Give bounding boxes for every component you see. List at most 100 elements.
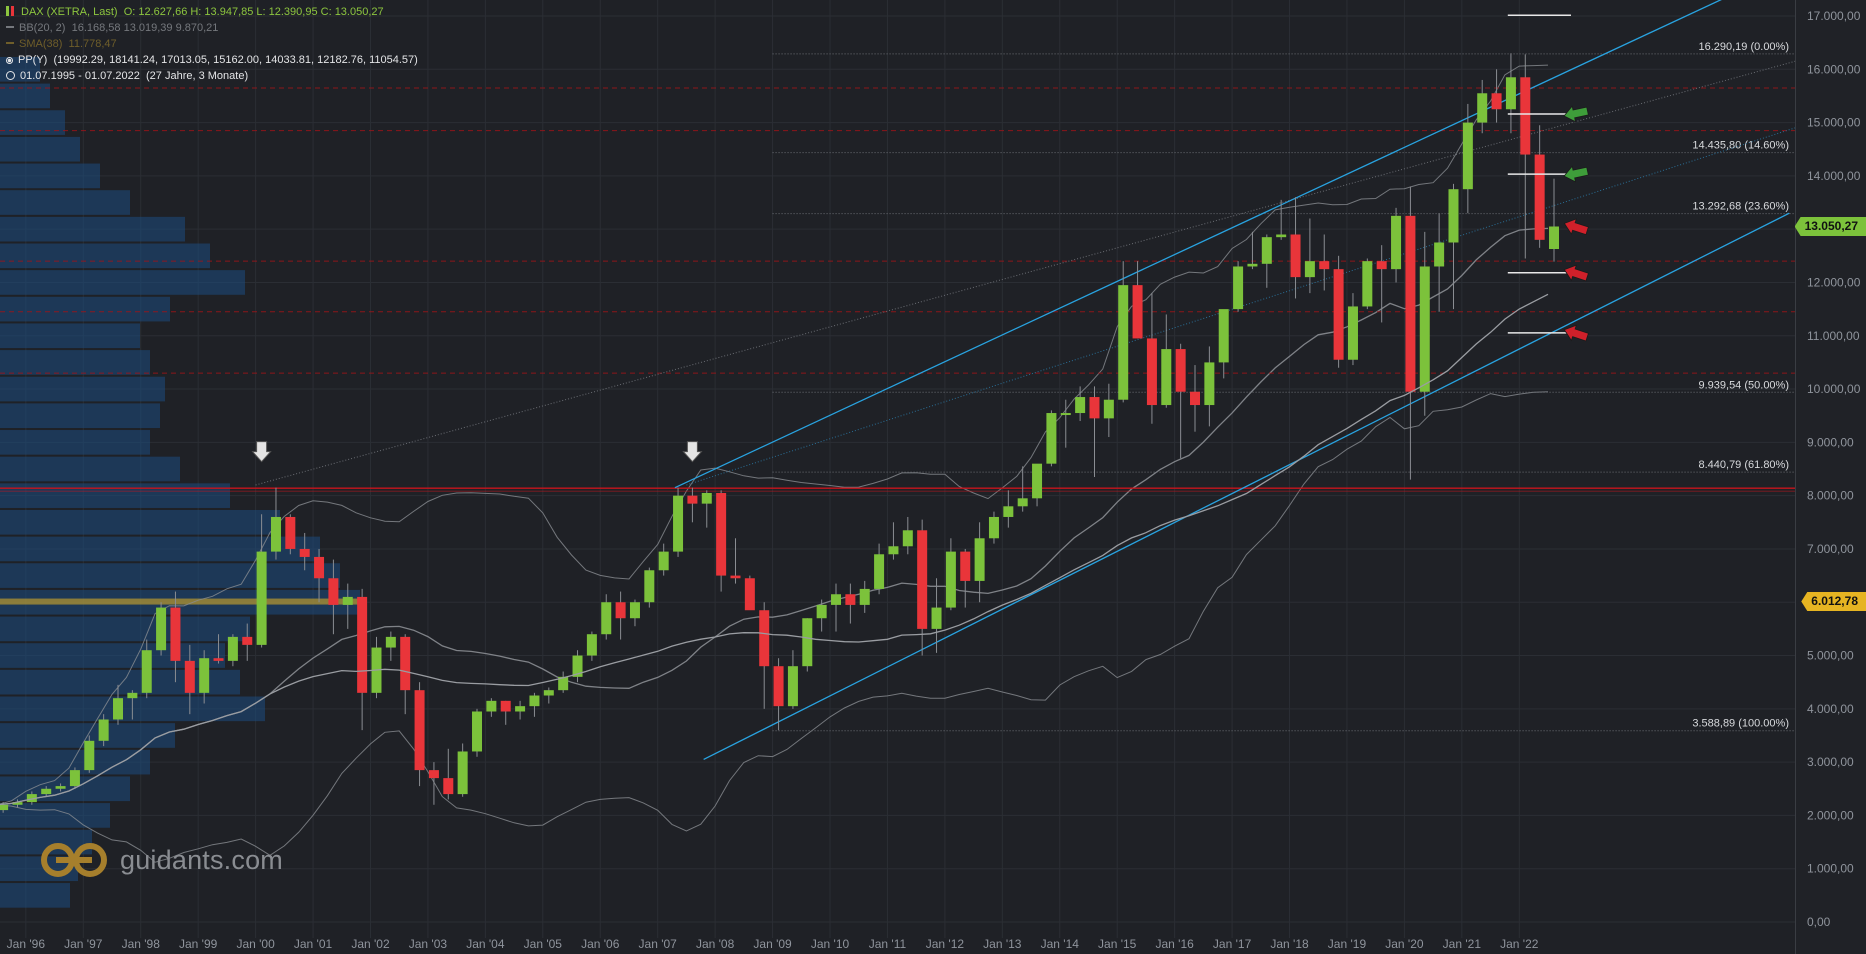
volume-profile-bar xyxy=(0,509,280,535)
volume-profile-bar xyxy=(0,83,50,109)
volume-profile xyxy=(0,56,360,908)
candle-body xyxy=(802,618,813,667)
candle-body xyxy=(213,658,224,661)
candle-body xyxy=(170,607,181,661)
candle-body xyxy=(902,530,913,547)
candle-body xyxy=(960,551,971,581)
legend-title: DAX (XETRA, Last) xyxy=(21,6,118,18)
y-axis-tick-label: 3.000,00 xyxy=(1807,755,1854,769)
volume-profile-bar xyxy=(0,483,230,508)
candle-body xyxy=(1103,399,1114,419)
candle-body xyxy=(457,751,468,795)
candle-body xyxy=(529,695,540,707)
candle-body xyxy=(1333,269,1344,360)
x-axis-tick-label: Jan '02 xyxy=(351,937,390,951)
candle-body xyxy=(156,607,167,651)
x-axis-tick-label: Jan '09 xyxy=(753,937,792,951)
arrow-down-icon xyxy=(1563,264,1589,282)
candle-body xyxy=(400,636,411,691)
fibonacci-level-label: 13.292,68 (23.60%) xyxy=(1692,201,1789,213)
candle-body xyxy=(55,786,66,789)
candle-body xyxy=(1391,215,1402,270)
candle-body xyxy=(787,666,798,707)
candle-body xyxy=(1046,413,1057,464)
candle-body xyxy=(687,495,698,504)
candle-body xyxy=(84,740,95,771)
candle-body xyxy=(658,551,669,571)
volume-profile-bar xyxy=(0,243,210,269)
arrow-shape xyxy=(1563,264,1589,282)
line-icon xyxy=(6,42,14,44)
arrow-down-marker-icon xyxy=(682,441,703,463)
arrow-shape xyxy=(1563,105,1589,123)
legend-range: 01.07.1995 - 01.07.2022 xyxy=(20,70,140,82)
clock-icon xyxy=(6,71,15,80)
candle-body xyxy=(586,634,597,656)
candle-body xyxy=(26,794,37,803)
candlestick-icon xyxy=(6,6,16,16)
candle-body xyxy=(472,711,483,752)
arrow-shape xyxy=(1563,218,1589,236)
candle-body xyxy=(644,570,655,603)
volume-profile-bar xyxy=(0,216,185,242)
legend-bb-row: BB(20, 2) 16.168,58 13.019,39 9.870,21 xyxy=(6,21,218,35)
candle-body xyxy=(730,575,741,579)
x-axis-tick-label: Jan '13 xyxy=(983,937,1022,951)
y-axis-tick-label: 5.000,00 xyxy=(1807,649,1854,663)
x-axis-tick-label: Jan '96 xyxy=(7,937,46,951)
x-axis-tick-label: Jan '06 xyxy=(581,937,620,951)
candle-body xyxy=(845,594,856,605)
candle-body xyxy=(141,650,152,693)
candle-body xyxy=(414,690,425,771)
bollinger-upper-band xyxy=(0,64,1549,805)
candle-body xyxy=(0,804,9,811)
candle-body xyxy=(816,604,827,619)
y-axis-tick-label: 16.000,00 xyxy=(1807,62,1861,76)
x-axis-tick-label: Jan '04 xyxy=(466,937,505,951)
candle-body xyxy=(256,551,267,645)
x-axis-tick-label: Jan '14 xyxy=(1041,937,1080,951)
arrow-down-icon xyxy=(1563,324,1589,342)
volume-profile-bar xyxy=(0,456,180,482)
candles xyxy=(0,53,1560,813)
fibonacci-level-label: 16.290,19 (0.00%) xyxy=(1698,41,1789,53)
candle-body xyxy=(1434,242,1445,267)
candle-body xyxy=(831,594,842,605)
candle-body xyxy=(12,802,23,805)
volume-point-of-control xyxy=(0,598,360,605)
y-axis-tick-label: 14.000,00 xyxy=(1807,169,1861,183)
x-axis-tick-label: Jan '17 xyxy=(1213,937,1252,951)
x-axis-tick-label: Jan '18 xyxy=(1270,937,1309,951)
fibonacci-level-label: 3.588,89 (100.00%) xyxy=(1692,718,1789,730)
y-axis-tick-label: 1.000,00 xyxy=(1807,862,1854,876)
candle-body xyxy=(744,578,755,611)
candle-body xyxy=(673,495,684,552)
candle-body xyxy=(572,655,583,677)
volume-profile-bar xyxy=(0,323,140,349)
poc-price-badge: 6.012,78 xyxy=(1801,592,1866,612)
trendline-dotted-long xyxy=(255,60,1796,486)
arrow-up-icon xyxy=(1563,165,1589,183)
legend-ohlc: O: 12.627,66 H: 13.947,85 L: 12.390,95 C… xyxy=(123,6,384,18)
candle-body xyxy=(945,551,956,608)
candle-body xyxy=(1290,234,1301,278)
candle-body xyxy=(1017,498,1028,507)
candle-body xyxy=(859,588,870,605)
candle-body xyxy=(515,706,526,712)
volume-profile-bar xyxy=(0,536,320,562)
x-axis-tick-label: Jan '20 xyxy=(1385,937,1424,951)
legend-sma-row: SMA(38) 11.778,47 xyxy=(6,37,117,51)
candle-body xyxy=(1118,285,1129,400)
last-price-badge: 13.050,27 xyxy=(1794,216,1866,236)
arrow-shape xyxy=(1563,165,1589,183)
y-axis-tick-label: 0,00 xyxy=(1807,915,1831,929)
candle-body xyxy=(988,516,999,539)
guidants-logo[interactable]: guidants.com xyxy=(38,838,283,882)
volume-profile-bar xyxy=(0,136,80,162)
candle-body xyxy=(701,492,712,504)
candle-body xyxy=(1146,338,1157,406)
candle-body xyxy=(1477,93,1488,123)
candle-body xyxy=(1218,309,1229,363)
legend-range-note: (27 Jahre, 3 Monate) xyxy=(146,70,249,82)
